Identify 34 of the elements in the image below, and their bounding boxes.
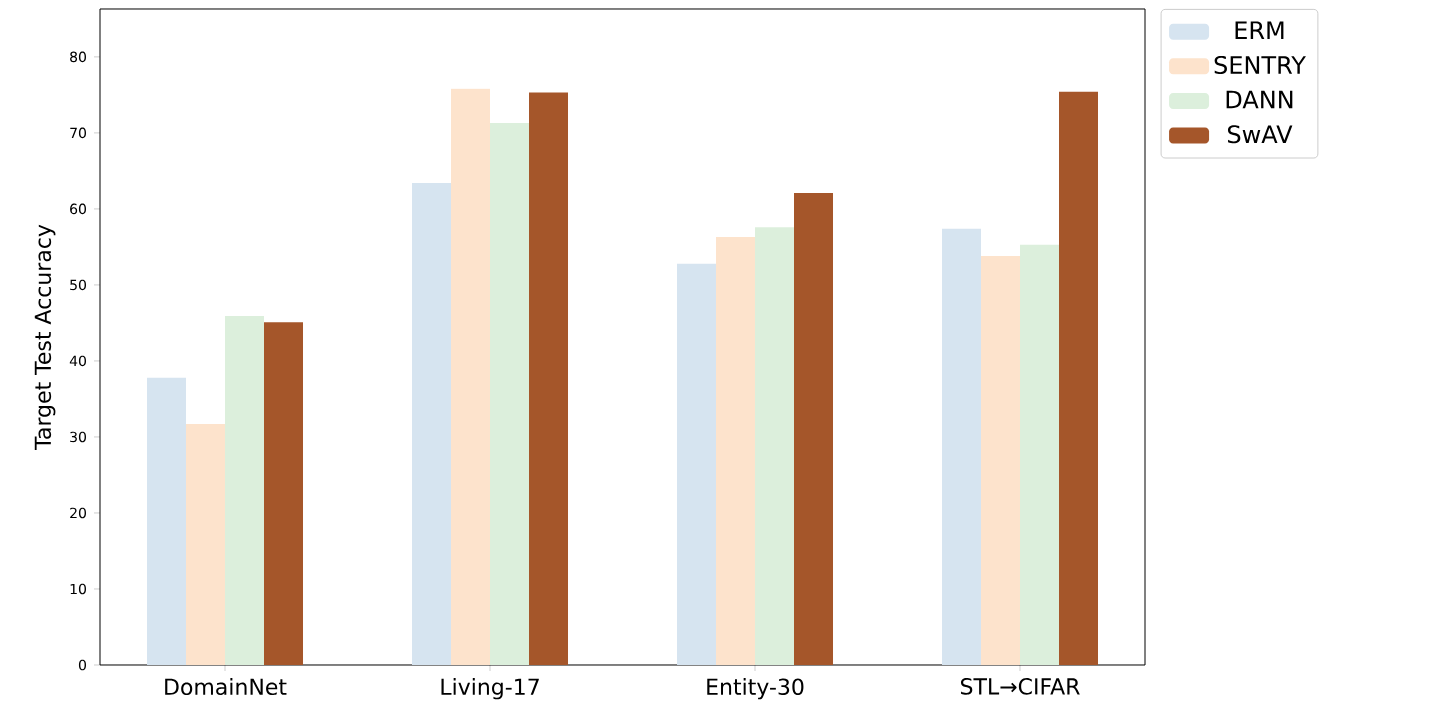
bar: [147, 377, 187, 665]
bar: [412, 183, 452, 665]
x-tick-label: Entity-30: [707, 678, 804, 700]
y-tick-label: 70: [70, 127, 86, 139]
y-tick-label: 10: [70, 583, 86, 595]
y-tick-label: 80: [70, 51, 86, 63]
bar: [1059, 91, 1098, 665]
bar: [490, 123, 530, 665]
legend-label: SwAV: [1227, 125, 1293, 144]
bar: [225, 316, 265, 665]
legend-label: DANN: [1226, 90, 1293, 109]
bar: [981, 256, 1020, 665]
y-tick-label: 0: [78, 659, 86, 671]
bar: [677, 263, 716, 665]
y-tick-label: 40: [69, 355, 86, 367]
x-tick-label: Living-17: [441, 678, 539, 700]
y-tick-label: 20: [70, 507, 86, 519]
bar: [942, 228, 981, 665]
bar: [755, 227, 794, 665]
x-tick-label: DomainNet: [165, 678, 287, 696]
y-axis-title: Target Test Accuracy: [34, 224, 56, 450]
bar: [451, 88, 490, 665]
bar: [186, 424, 226, 665]
y-tick-label: 30: [70, 431, 86, 443]
legend-label: ERM: [1235, 21, 1284, 39]
y-tick-label: 50: [70, 279, 86, 291]
bar: [264, 322, 303, 665]
bar: [716, 237, 756, 665]
x-tick-label: STL→CIFAR: [960, 678, 1080, 695]
bar: [794, 192, 834, 665]
bar: [1020, 244, 1059, 665]
bar: [529, 92, 569, 665]
legend-label: SENTRY: [1214, 55, 1306, 75]
y-tick-label: 60: [70, 203, 86, 215]
